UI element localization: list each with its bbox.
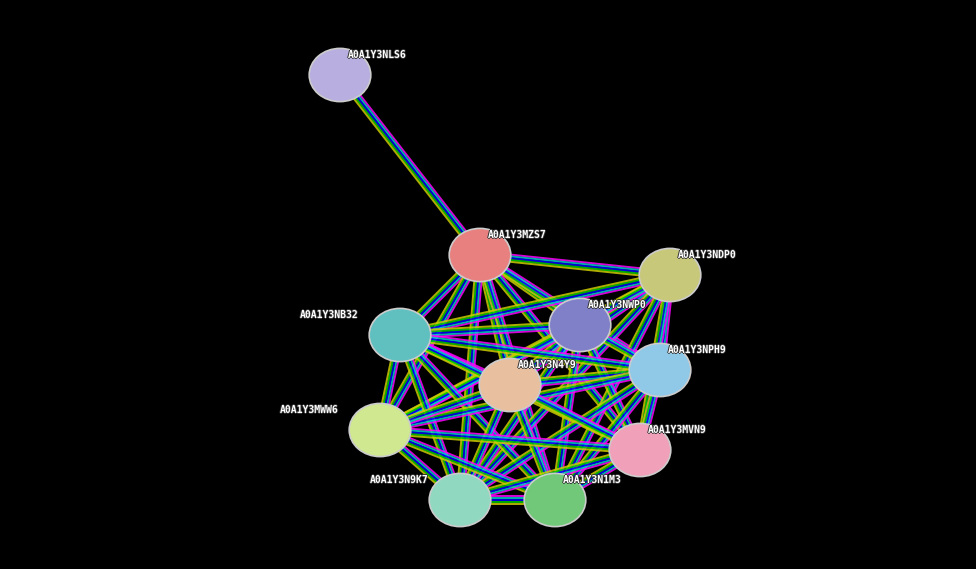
Ellipse shape <box>630 344 691 397</box>
Text: A0A1Y3MVN9: A0A1Y3MVN9 <box>649 425 708 435</box>
Text: A0A1Y3NWP0: A0A1Y3NWP0 <box>588 299 647 309</box>
Ellipse shape <box>549 298 611 352</box>
Text: A0A1Y3N4Y9: A0A1Y3N4Y9 <box>518 361 577 371</box>
Text: A0A1Y3NPH9: A0A1Y3NPH9 <box>667 345 726 355</box>
Text: A0A1Y3NLS6: A0A1Y3NLS6 <box>348 50 407 60</box>
Text: A0A1Y3NPH9: A0A1Y3NPH9 <box>669 345 728 355</box>
Text: A0A1Y3N1M3: A0A1Y3N1M3 <box>563 475 622 485</box>
Text: A0A1Y3MVN9: A0A1Y3MVN9 <box>648 424 707 434</box>
Text: A0A1Y3N9K7: A0A1Y3N9K7 <box>370 475 428 485</box>
Text: A0A1Y3NB32: A0A1Y3NB32 <box>300 311 359 321</box>
Text: A0A1Y3NLS6: A0A1Y3NLS6 <box>348 51 407 61</box>
Text: A0A1Y3N4Y9: A0A1Y3N4Y9 <box>517 360 576 370</box>
Text: A0A1Y3NLS6: A0A1Y3NLS6 <box>347 50 406 60</box>
Text: A0A1Y3MVN9: A0A1Y3MVN9 <box>647 425 706 435</box>
Text: A0A1Y3MWW6: A0A1Y3MWW6 <box>280 406 339 416</box>
Text: A0A1Y3MZS7: A0A1Y3MZS7 <box>488 230 547 240</box>
Text: A0A1Y3N1M3: A0A1Y3N1M3 <box>563 474 622 484</box>
Text: A0A1Y3MZS7: A0A1Y3MZS7 <box>488 231 547 241</box>
Text: A0A1Y3N4Y9: A0A1Y3N4Y9 <box>518 360 577 370</box>
Ellipse shape <box>609 423 671 477</box>
Text: A0A1Y3N1M3: A0A1Y3N1M3 <box>563 476 622 486</box>
Ellipse shape <box>349 403 411 456</box>
Text: A0A1Y3MWW6: A0A1Y3MWW6 <box>281 405 340 415</box>
Text: A0A1Y3NWP0: A0A1Y3NWP0 <box>587 300 646 310</box>
Text: A0A1Y3MZS7: A0A1Y3MZS7 <box>487 230 546 240</box>
Text: A0A1Y3N9K7: A0A1Y3N9K7 <box>370 474 428 484</box>
Text: A0A1Y3N1M3: A0A1Y3N1M3 <box>564 475 623 485</box>
Text: A0A1Y3N9K7: A0A1Y3N9K7 <box>370 476 428 486</box>
Text: A0A1Y3NB32: A0A1Y3NB32 <box>300 309 359 319</box>
Text: A0A1Y3N4Y9: A0A1Y3N4Y9 <box>518 359 577 369</box>
Ellipse shape <box>429 473 491 526</box>
Text: A0A1Y3NPH9: A0A1Y3NPH9 <box>668 344 727 354</box>
Text: A0A1Y3NWP0: A0A1Y3NWP0 <box>588 301 647 311</box>
Ellipse shape <box>369 308 430 362</box>
Ellipse shape <box>524 473 586 526</box>
Text: A0A1Y3NPH9: A0A1Y3NPH9 <box>668 345 727 355</box>
Ellipse shape <box>479 358 541 411</box>
Ellipse shape <box>449 228 510 282</box>
Text: A0A1Y3NLS6: A0A1Y3NLS6 <box>348 49 407 59</box>
Text: A0A1Y3NDP0: A0A1Y3NDP0 <box>678 251 737 261</box>
Text: A0A1Y3NWP0: A0A1Y3NWP0 <box>589 300 648 310</box>
Text: A0A1Y3N1M3: A0A1Y3N1M3 <box>562 475 621 485</box>
Text: A0A1Y3NPH9: A0A1Y3NPH9 <box>668 346 727 356</box>
Text: A0A1Y3NB32: A0A1Y3NB32 <box>300 310 359 320</box>
Text: A0A1Y3MWW6: A0A1Y3MWW6 <box>280 404 339 414</box>
Text: A0A1Y3NDP0: A0A1Y3NDP0 <box>678 250 737 260</box>
Text: A0A1Y3NWP0: A0A1Y3NWP0 <box>588 300 647 310</box>
Text: A0A1Y3MWW6: A0A1Y3MWW6 <box>280 405 339 415</box>
Text: A0A1Y3MWW6: A0A1Y3MWW6 <box>279 405 338 415</box>
Text: A0A1Y3NB32: A0A1Y3NB32 <box>301 310 360 320</box>
Text: A0A1Y3NB32: A0A1Y3NB32 <box>299 310 358 320</box>
Text: A0A1Y3MZS7: A0A1Y3MZS7 <box>489 230 548 240</box>
Text: A0A1Y3N9K7: A0A1Y3N9K7 <box>371 475 429 485</box>
Text: A0A1Y3MVN9: A0A1Y3MVN9 <box>648 426 707 436</box>
Text: A0A1Y3NDP0: A0A1Y3NDP0 <box>677 250 736 260</box>
Text: A0A1Y3N4Y9: A0A1Y3N4Y9 <box>519 360 578 370</box>
Ellipse shape <box>309 48 371 102</box>
Text: A0A1Y3NDP0: A0A1Y3NDP0 <box>679 250 738 260</box>
Ellipse shape <box>639 249 701 302</box>
Text: A0A1Y3NLS6: A0A1Y3NLS6 <box>349 50 408 60</box>
Text: A0A1Y3NDP0: A0A1Y3NDP0 <box>678 249 737 259</box>
Text: A0A1Y3MVN9: A0A1Y3MVN9 <box>648 425 707 435</box>
Text: A0A1Y3MZS7: A0A1Y3MZS7 <box>488 229 547 239</box>
Text: A0A1Y3N9K7: A0A1Y3N9K7 <box>369 475 427 485</box>
